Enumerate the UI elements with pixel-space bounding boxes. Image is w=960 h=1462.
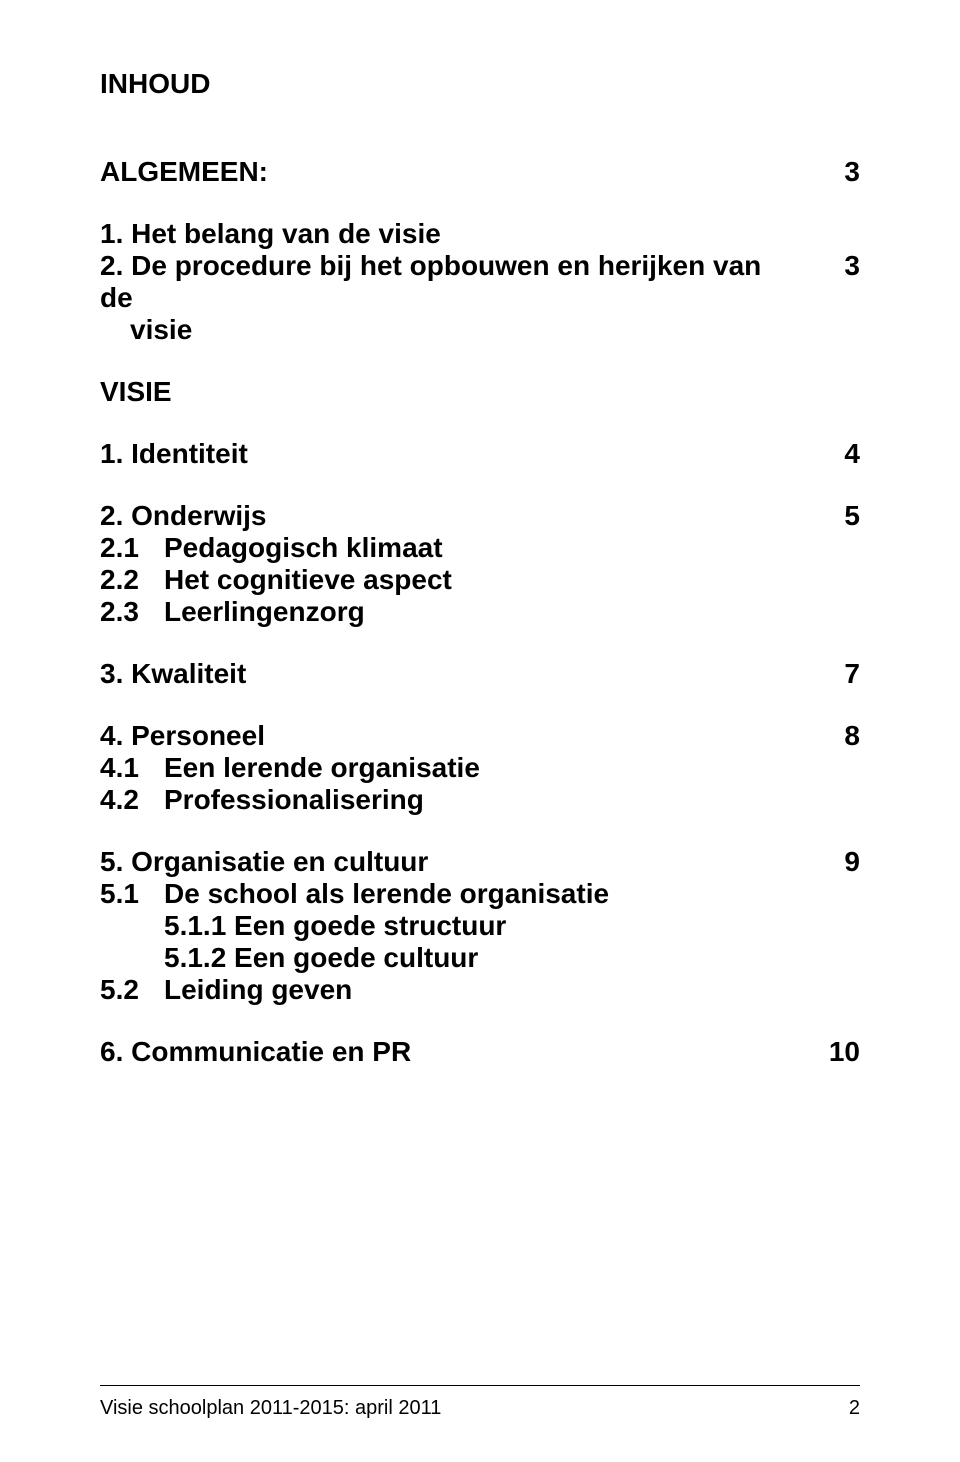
toc-s2-2-num: 2.2 xyxy=(100,564,164,596)
toc-s2-label: 2. Onderwijs xyxy=(100,500,810,532)
toc-visie-row: VISIE xyxy=(100,376,860,408)
toc-s5-2-text: Leiding geven xyxy=(164,974,860,1006)
toc-item2-row: 2. De procedure bij het opbouwen en heri… xyxy=(100,250,860,314)
toc-s5-label: 5. Organisatie en cultuur xyxy=(100,846,810,878)
toc-s4-1-num: 4.1 xyxy=(100,752,164,784)
toc-item1-row: 1. Het belang van de visie xyxy=(100,218,860,250)
toc-item2-label: 2. De procedure bij het opbouwen en heri… xyxy=(100,250,810,314)
toc-s4-1: 4.1 Een lerende organisatie xyxy=(100,752,860,784)
toc-s4-2-text: Professionalisering xyxy=(164,784,860,816)
toc-s6-page: 10 xyxy=(810,1036,860,1068)
toc-s6-row: 6. Communicatie en PR 10 xyxy=(100,1036,860,1068)
toc-s4-page: 8 xyxy=(810,720,860,752)
toc-s3-label: 3. Kwaliteit xyxy=(100,658,810,690)
toc-s4-row: 4. Personeel 8 xyxy=(100,720,860,752)
toc-s6-label: 6. Communicatie en PR xyxy=(100,1036,810,1068)
toc-s3-page: 7 xyxy=(810,658,860,690)
footer-left: Visie schoolplan 2011-2015: april 2011 xyxy=(100,1397,441,1420)
toc-s5-2: 5.2 Leiding geven xyxy=(100,974,860,1006)
toc-algemeen-label: ALGEMEEN: xyxy=(100,156,810,188)
toc-s2-1: 2.1 Pedagogisch klimaat xyxy=(100,532,860,564)
toc-item2-cont: visie xyxy=(100,314,810,346)
toc-algemeen-page: 3 xyxy=(810,156,860,188)
toc-s3-row: 3. Kwaliteit 7 xyxy=(100,658,860,690)
toc-s5-page: 9 xyxy=(810,846,860,878)
footer-page-number: 2 xyxy=(849,1397,860,1420)
toc-s2-1-num: 2.1 xyxy=(100,532,164,564)
toc-s1-row: 1. Identiteit 4 xyxy=(100,438,860,470)
toc-s5-1-2: 5.1.2 Een goede cultuur xyxy=(100,942,860,974)
toc-heading: INHOUD xyxy=(100,68,860,100)
toc-item1-label: 1. Het belang van de visie xyxy=(100,218,810,250)
toc-s2-1-text: Pedagogisch klimaat xyxy=(164,532,860,564)
toc-s5-1: 5.1 De school als lerende organisatie xyxy=(100,878,860,910)
toc-s2-2: 2.2 Het cognitieve aspect xyxy=(100,564,860,596)
footer-separator xyxy=(100,1385,860,1386)
toc-s2-3-num: 2.3 xyxy=(100,596,164,628)
toc-s4-2: 4.2 Professionalisering xyxy=(100,784,860,816)
toc-item2-page: 3 xyxy=(810,250,860,282)
toc-s2-3-text: Leerlingenzorg xyxy=(164,596,860,628)
toc-s4-label: 4. Personeel xyxy=(100,720,810,752)
toc-s4-1-text: Een lerende organisatie xyxy=(164,752,860,784)
toc-s2-2-text: Het cognitieve aspect xyxy=(164,564,860,596)
toc-s2-page: 5 xyxy=(810,500,860,532)
toc-s1-label: 1. Identiteit xyxy=(100,438,810,470)
toc-s5-1-num: 5.1 xyxy=(100,878,164,910)
toc-s4-2-num: 4.2 xyxy=(100,784,164,816)
toc-s2-row: 2. Onderwijs 5 xyxy=(100,500,860,532)
toc-s5-row: 5. Organisatie en cultuur 9 xyxy=(100,846,860,878)
document-page: INHOUD ALGEMEEN: 3 1. Het belang van de … xyxy=(0,0,960,1462)
toc-visie-label: VISIE xyxy=(100,376,810,408)
toc-item2-cont-row: visie xyxy=(100,314,860,346)
toc-s1-page: 4 xyxy=(810,438,860,470)
toc-s2-3: 2.3 Leerlingenzorg xyxy=(100,596,860,628)
page-footer: Visie schoolplan 2011-2015: april 2011 2 xyxy=(100,1397,860,1420)
toc-s5-1-1: 5.1.1 Een goede structuur xyxy=(100,910,860,942)
toc-s5-1-text: De school als lerende organisatie xyxy=(164,878,860,910)
toc-s5-2-num: 5.2 xyxy=(100,974,164,1006)
toc-algemeen-row: ALGEMEEN: 3 xyxy=(100,156,860,188)
